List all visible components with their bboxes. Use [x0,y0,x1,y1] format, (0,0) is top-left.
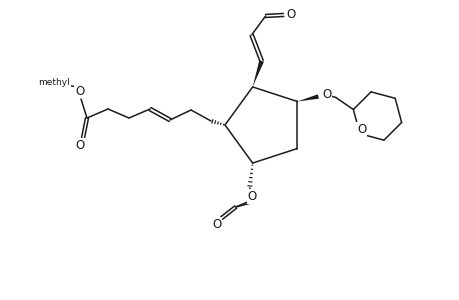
Text: methyl: methyl [38,77,70,86]
Text: O: O [357,123,366,136]
Polygon shape [252,60,263,87]
Text: O: O [75,85,84,98]
Text: O: O [247,190,256,203]
Text: O: O [285,8,295,22]
Polygon shape [297,94,318,101]
Text: O: O [212,218,221,230]
Text: O: O [75,139,84,152]
Text: O: O [322,88,331,101]
